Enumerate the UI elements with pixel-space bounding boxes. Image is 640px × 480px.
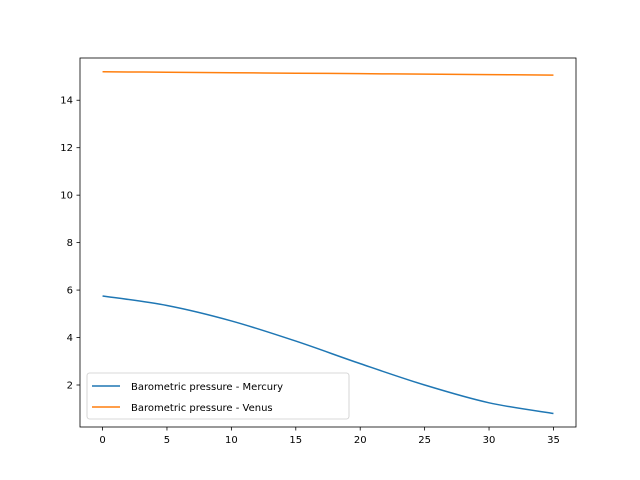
series-line-2 bbox=[102, 71, 554, 76]
x-tick-label: 5 bbox=[164, 435, 170, 446]
x-tick-label: 15 bbox=[289, 435, 302, 446]
y-tick-label: 2 bbox=[67, 380, 73, 391]
y-tick-label: 14 bbox=[60, 96, 73, 107]
plot-area bbox=[80, 58, 576, 427]
legend: Barometric pressure - Mercury Barometric … bbox=[86, 372, 350, 420]
x-tick-label: 30 bbox=[483, 435, 496, 446]
y-tick-label: 8 bbox=[67, 238, 73, 249]
x-tick-label: 25 bbox=[418, 435, 431, 446]
y-axis: 2 4 6 8 10 12 14 bbox=[60, 96, 80, 391]
x-tick-label: 10 bbox=[225, 435, 238, 446]
y-tick-label: 12 bbox=[60, 143, 73, 154]
legend-box bbox=[86, 372, 350, 420]
legend-label-2: Barometric pressure - Venus bbox=[131, 403, 273, 414]
series-line-1 bbox=[102, 295, 554, 415]
series-layer bbox=[102, 71, 554, 415]
y-tick-label: 10 bbox=[60, 191, 73, 202]
x-tick-label: 20 bbox=[354, 435, 367, 446]
y-tick-label: 4 bbox=[67, 333, 73, 344]
x-tick-label: 0 bbox=[99, 435, 105, 446]
x-tick-label: 35 bbox=[547, 435, 560, 446]
x-axis: 0 5 10 15 20 25 30 35 bbox=[99, 427, 560, 446]
y-tick-label: 6 bbox=[67, 286, 73, 297]
legend-label-1: Barometric pressure - Mercury bbox=[131, 382, 283, 393]
